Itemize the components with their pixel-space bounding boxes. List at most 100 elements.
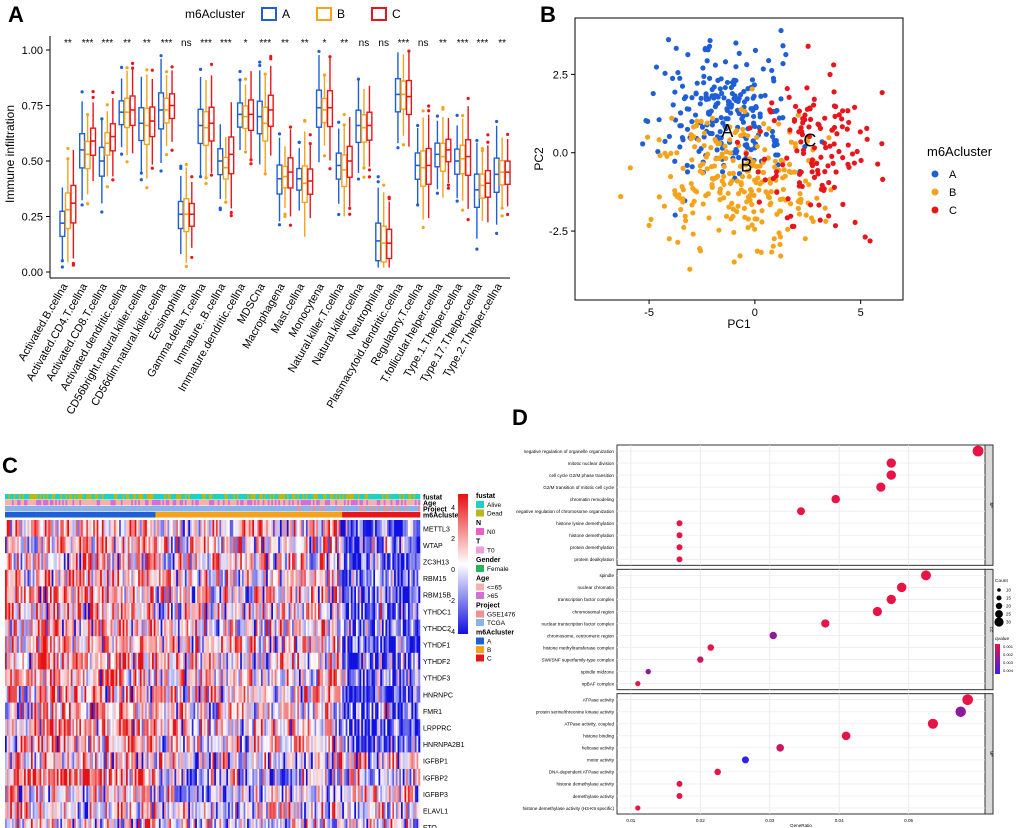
scatter-point-A: [712, 92, 718, 99]
heatmap-cell: [267, 586, 270, 604]
heatmap-cell: [129, 536, 132, 554]
heatmap-cell: [274, 702, 277, 720]
heatmap-cell: [338, 669, 341, 687]
heatmap-cell: [160, 702, 163, 720]
heatmap-cell: [293, 636, 296, 654]
heatmap-cell: [93, 619, 96, 637]
heatmap-cell: [269, 569, 272, 587]
heatmap-cell: [236, 536, 239, 554]
box-outlier: [421, 109, 425, 113]
heatmap-cell: [55, 586, 58, 604]
heatmap-cell: [200, 603, 203, 620]
heatmap-cell: [399, 652, 402, 670]
significance-label: **: [340, 38, 348, 49]
annotation-cell: [323, 506, 326, 512]
annotation-cell: [255, 500, 258, 506]
heatmap-cell: [333, 619, 336, 637]
annotation-cell: [221, 494, 224, 500]
heatmap-cell: [245, 553, 248, 571]
heatmap-cell: [278, 536, 281, 554]
heatmap-cell: [165, 603, 168, 620]
annotation-cell: [129, 500, 132, 506]
heatmap-cell: [402, 652, 405, 670]
annotation-cell: [350, 506, 353, 512]
annotation-cell: [188, 506, 191, 512]
heatmap-cell: [34, 669, 37, 687]
annotation-cell: [404, 494, 407, 500]
heatmap-cell: [77, 586, 80, 604]
heatmap-cell: [188, 603, 191, 620]
box: [262, 106, 269, 142]
annotation-cell: [238, 512, 241, 518]
heatmap-cell: [74, 636, 77, 654]
heatmap-cell: [274, 536, 277, 554]
heatmap-cell: [32, 553, 35, 571]
heatmap-cell: [302, 652, 305, 670]
heatmap-cell: [160, 569, 163, 587]
heatmap-cell: [352, 702, 355, 720]
annotation-cell: [181, 506, 184, 512]
scatter-point-A: [678, 110, 684, 116]
heatmap-cell: [255, 553, 258, 571]
heatmap-cell: [375, 520, 378, 537]
heatmap-cell: [207, 520, 210, 537]
heatmap-cell: [62, 520, 65, 537]
annotation-cell: [347, 512, 350, 518]
heatmap-cell: [117, 569, 120, 587]
heatmap-cell: [328, 520, 331, 537]
heatmap-cell: [271, 619, 274, 637]
heatmap-cell: [300, 636, 303, 654]
scatter-point-B: [719, 151, 725, 157]
heatmap-cell: [317, 669, 321, 687]
heatmap-cell: [337, 619, 340, 637]
annotation-cell: [190, 512, 193, 518]
heatmap-cell: [13, 686, 16, 703]
scatter-point-A: [697, 101, 703, 107]
heatmap-cell: [62, 719, 65, 737]
annotation-cell: [395, 506, 398, 512]
scatter-point-B: [690, 210, 696, 216]
heatmap-cell: [274, 520, 277, 537]
annotation-cell: [94, 512, 97, 518]
heatmap-cell: [86, 719, 89, 737]
heatmap-cell: [179, 520, 182, 537]
heatmap-cell: [203, 669, 206, 687]
heatmap-cell: [260, 636, 263, 654]
heatmap-cell: [89, 553, 92, 571]
scatter-point-B: [717, 190, 723, 196]
annotation-cell: [70, 512, 73, 518]
annotation-cell: [143, 506, 146, 512]
annotation-cell: [330, 494, 333, 500]
scatter-point-A: [713, 117, 720, 123]
heatmap-cell: [343, 686, 346, 703]
heatmap-cell: [376, 619, 379, 637]
heatmap-cell: [352, 669, 355, 687]
annotation-cell: [361, 506, 364, 512]
scatter-point-B: [727, 137, 733, 143]
heatmap-cell: [63, 586, 66, 604]
heatmap-cell: [309, 636, 312, 654]
heatmap-cell: [158, 636, 161, 654]
heatmap-cell: [418, 586, 421, 604]
annotation-cell: [369, 512, 372, 518]
annotation-cell: [203, 506, 206, 512]
heatmap-cell: [247, 569, 250, 587]
heatmap-cell: [285, 520, 288, 537]
annotation-cell: [385, 500, 388, 506]
heatmap-cell: [255, 669, 258, 687]
annotation-cell: [400, 506, 404, 512]
scatter-point-C: [854, 148, 860, 155]
annotation-cell: [55, 494, 58, 500]
heatmap-cell: [17, 686, 20, 703]
heatmap-cell: [250, 569, 253, 587]
heatmap-cell: [8, 719, 11, 737]
heatmap-cell: [74, 536, 77, 554]
annotation-cell: [177, 500, 180, 506]
annotation-cell: [10, 494, 13, 500]
heatmap-cell: [110, 520, 113, 537]
heatmap-cell: [362, 569, 365, 587]
heatmap-cell: [25, 569, 28, 587]
heatmap-cell: [74, 669, 77, 687]
annotation-cell: [117, 506, 120, 512]
heatmap-cell: [113, 553, 116, 571]
